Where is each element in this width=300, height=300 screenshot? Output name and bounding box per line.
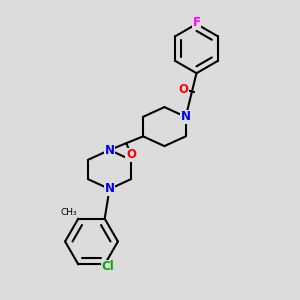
Text: O: O — [126, 148, 136, 161]
Text: F: F — [193, 16, 200, 29]
Text: CH₃: CH₃ — [60, 208, 77, 217]
Text: N: N — [104, 182, 115, 196]
Text: N: N — [181, 110, 191, 123]
Text: N: N — [104, 143, 115, 157]
Text: O: O — [178, 83, 188, 96]
Text: Cl: Cl — [101, 260, 114, 273]
